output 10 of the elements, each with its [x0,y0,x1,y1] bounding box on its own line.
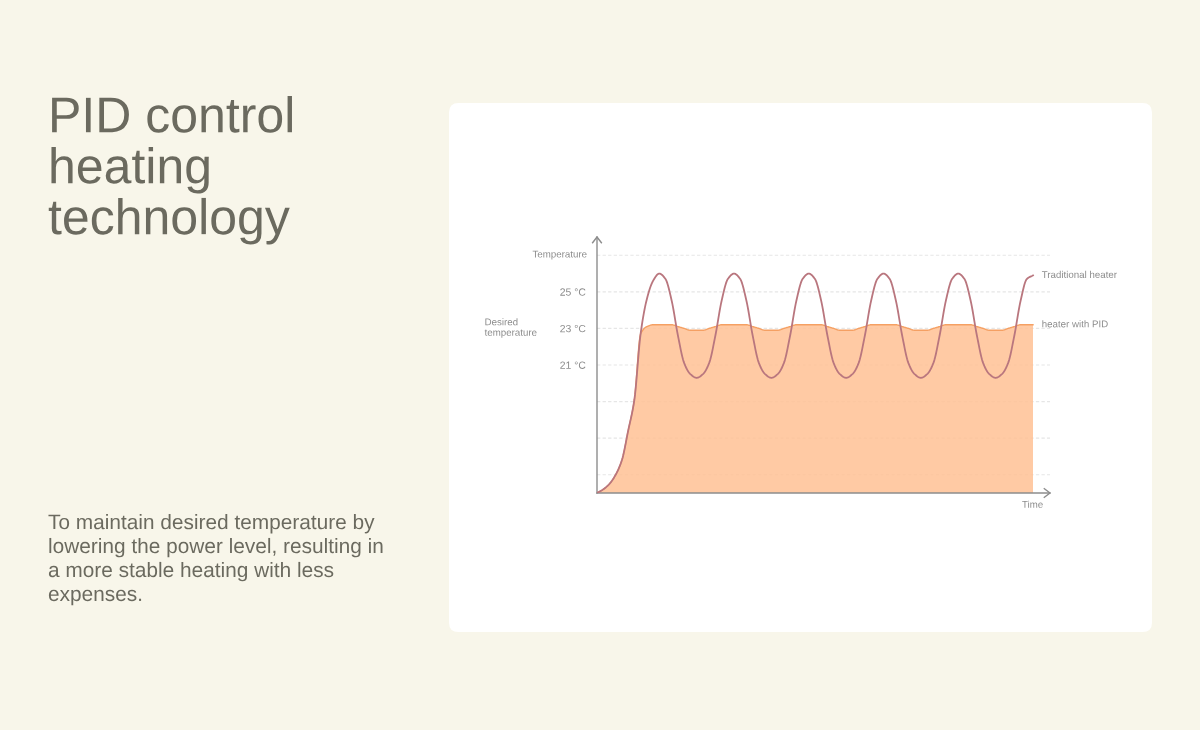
text: PID control heating technology [48,96,292,245]
x-axis-title: Time [1022,500,1043,508]
text: Desired temperature [484,318,537,338]
text: To maintain desired temperature by lowering the power level, resulting in a more stable heating with less expenses. [48,514,383,606]
series-label: heater with PID [1042,320,1108,328]
y-tick-label: 23 °C [560,324,586,333]
y-tick-label: 25 °C [560,288,586,296]
series-label: Traditional heater [1041,270,1117,279]
y-tick-label: 21 °C [560,361,586,369]
y-axis-title: Temperature [532,250,587,260]
